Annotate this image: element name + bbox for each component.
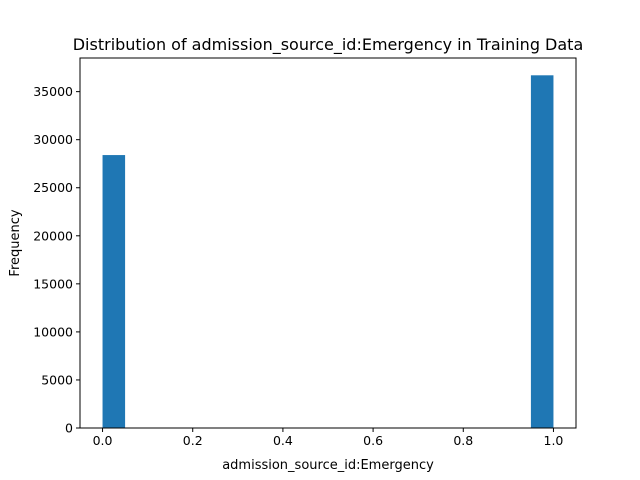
y-tick-label: 15000: [33, 276, 73, 291]
y-tick-label: 35000: [33, 84, 73, 99]
x-tick-label: 0.8: [453, 433, 473, 448]
x-tick-label: 0.6: [363, 433, 383, 448]
y-tick-label: 30000: [33, 132, 73, 147]
y-axis-ticks: 0 5000 10000 15000 20000 25000 30000 35000: [33, 84, 80, 436]
chart-title: Distribution of admission_source_id:Emer…: [73, 35, 584, 55]
y-axis-label: Frequency: [8, 209, 23, 276]
y-tick-label: 10000: [33, 324, 73, 339]
y-tick-label: 25000: [33, 180, 73, 195]
y-tick-label: 20000: [33, 228, 73, 243]
plot-frame: [79, 57, 577, 429]
histogram-bar-0: [102, 155, 126, 428]
histogram-bar-1: [530, 75, 554, 428]
x-tick-label: 0.0: [93, 433, 113, 448]
bars-group: [102, 75, 554, 428]
x-tick-label: 0.4: [273, 433, 293, 448]
x-tick-label: 0.2: [183, 433, 203, 448]
x-axis-ticks: 0.0 0.2 0.4 0.6 0.8 1.0: [93, 428, 564, 448]
y-tick-label: 5000: [41, 372, 73, 387]
y-tick-label: 0: [65, 421, 73, 436]
x-axis-label: admission_source_id:Emergency: [222, 458, 434, 473]
x-tick-label: 1.0: [544, 433, 564, 448]
